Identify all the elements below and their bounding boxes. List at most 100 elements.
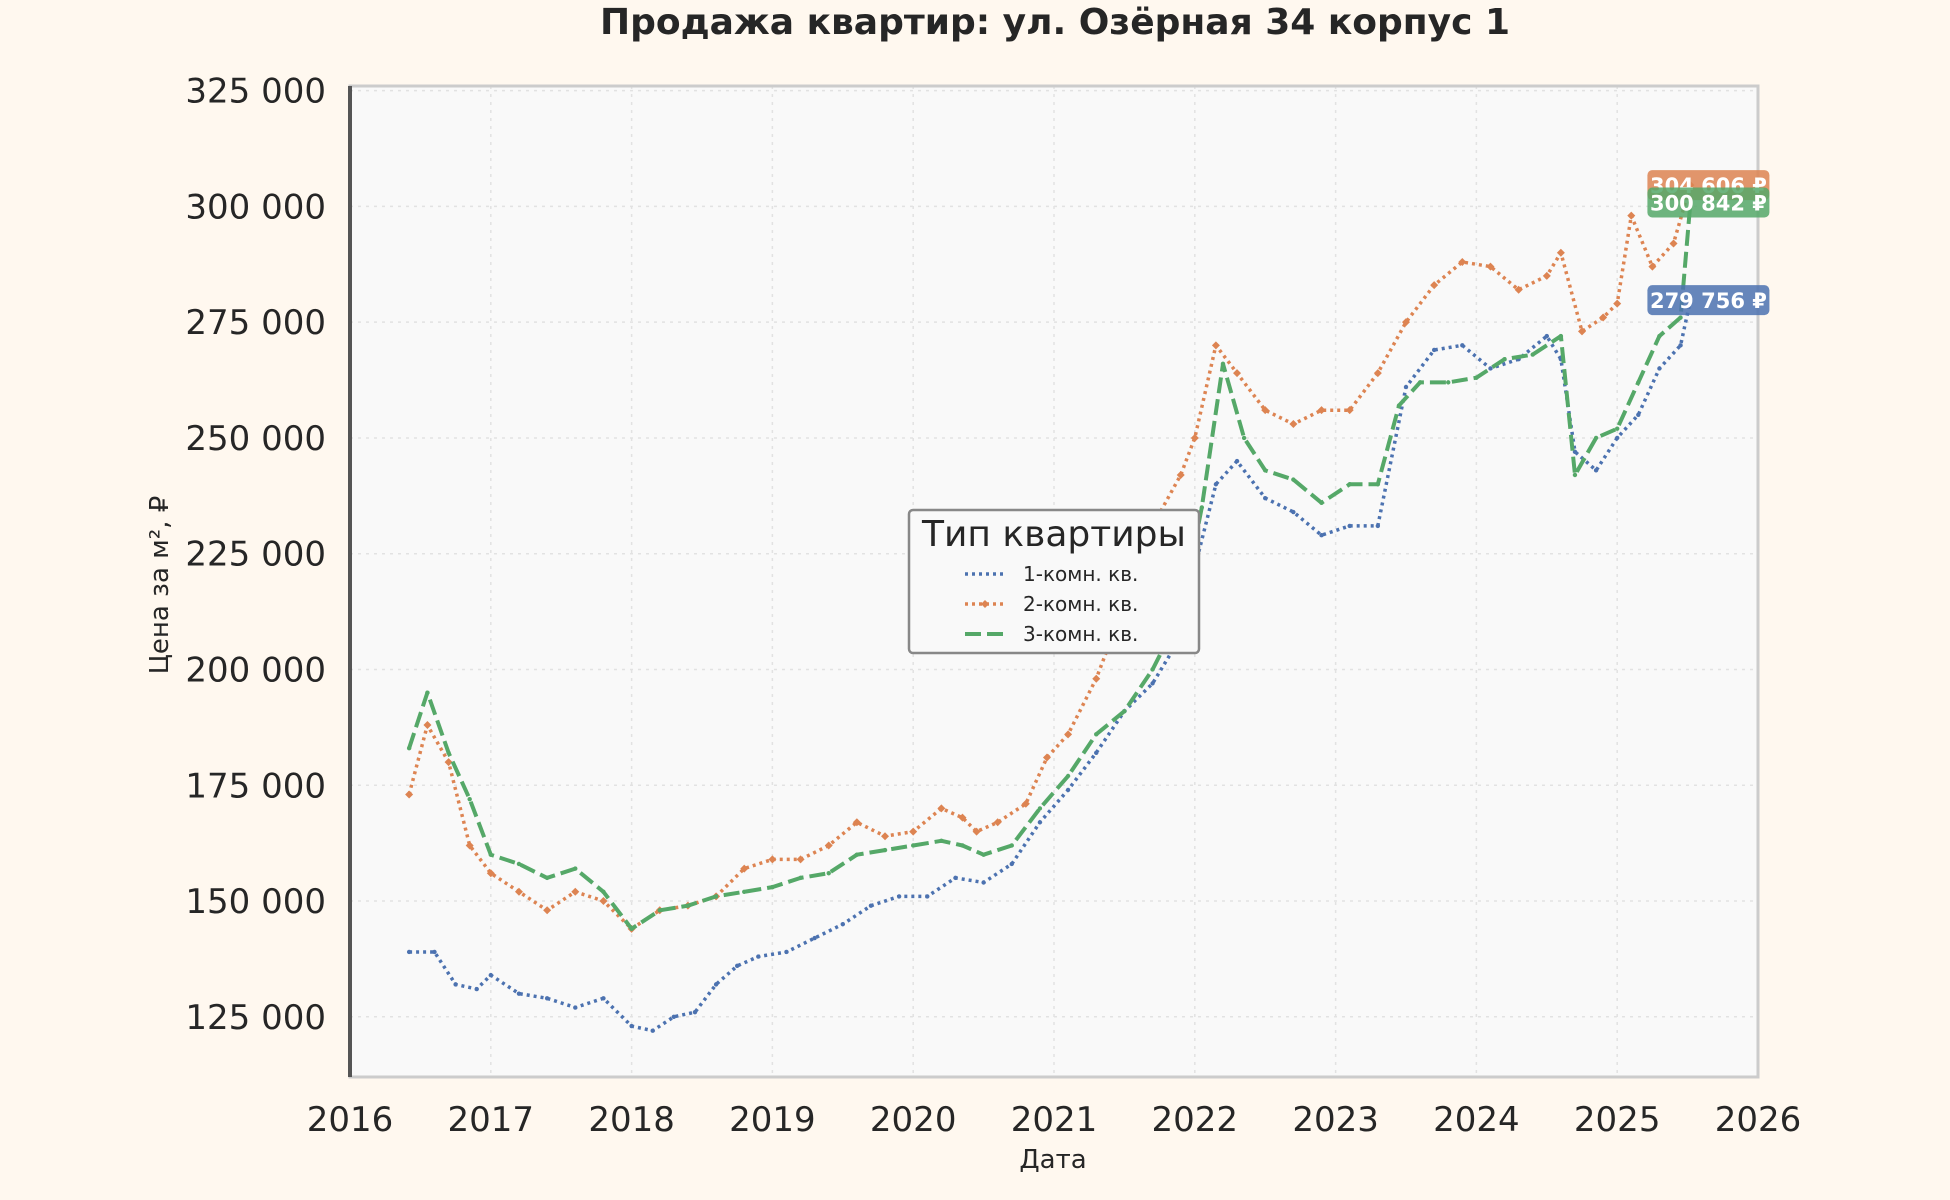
y-tick-label: 250 000	[185, 419, 326, 459]
y-tick-label: 125 000	[185, 998, 326, 1038]
data-point	[1530, 352, 1535, 357]
legend-label: 3-комн. кв.	[1023, 622, 1138, 646]
data-point	[1502, 357, 1507, 362]
data-point	[425, 690, 430, 695]
data-point	[601, 996, 606, 1001]
data-point	[1514, 285, 1523, 294]
series-line-2	[407, 184, 1693, 931]
data-point	[650, 1028, 655, 1033]
data-point	[1122, 708, 1127, 714]
data-point	[1678, 315, 1683, 320]
legend-item-1: 1-комн. кв.	[965, 562, 1138, 586]
end-label-3: 300 842 ₽	[1647, 187, 1770, 218]
data-point	[796, 855, 805, 864]
data-point	[599, 897, 608, 906]
data-point	[486, 869, 495, 878]
data-point	[1213, 482, 1219, 487]
data-point	[1556, 248, 1565, 257]
data-point	[756, 954, 761, 959]
x-axis-ticks: 2016 2017 2018 2019 2020 2021 2022 2023 2024 2025…	[307, 1100, 1802, 1140]
data-point	[405, 790, 414, 799]
data-point	[474, 986, 479, 992]
x-tick-label: 2016	[307, 1100, 394, 1140]
legend-box	[907, 508, 1201, 655]
data-point	[1544, 333, 1550, 339]
data-point	[1289, 420, 1298, 429]
y-axis-ticks: 125 000 150 000 175 000 200 000 225 000 250 0…	[185, 72, 326, 1038]
data-point	[1474, 375, 1479, 380]
data-point	[629, 1023, 634, 1029]
series-1	[406, 297, 1693, 1033]
data-point	[544, 875, 550, 881]
legend-label: 1-комн. кв.	[1023, 562, 1138, 586]
data-point	[543, 906, 552, 915]
data-point	[488, 972, 493, 978]
data-point	[896, 894, 902, 899]
y-axis-label: Цена за м², ₽	[145, 496, 175, 675]
data-point	[685, 903, 691, 908]
data-point	[446, 750, 451, 756]
y-tick-label: 275 000	[185, 303, 326, 343]
data-point	[1042, 753, 1051, 762]
data-point	[1627, 211, 1636, 220]
data-point	[1319, 532, 1324, 538]
data-point	[1199, 505, 1205, 510]
legend: Тип квартиры 1-комн. кв. 2-комн. кв. 3-ком…	[907, 508, 1201, 655]
y-tick-label: 175 000	[185, 766, 326, 806]
x-tick-label: 2019	[729, 1100, 816, 1140]
y-tick-label: 325 000	[185, 72, 326, 112]
data-point	[1648, 262, 1657, 271]
data-point	[953, 875, 958, 881]
data-point	[516, 991, 522, 996]
data-point	[1402, 318, 1410, 327]
series-line-3	[407, 202, 1693, 931]
data-point	[1488, 366, 1493, 371]
legend-item-2: 2-комн. кв.	[965, 592, 1138, 616]
x-tick-label: 2025	[1574, 1100, 1661, 1140]
data-point	[1375, 482, 1381, 487]
end-label-box	[1647, 285, 1770, 316]
data-point	[1636, 380, 1641, 385]
data-point	[1593, 435, 1599, 441]
x-tick-label: 2020	[870, 1100, 957, 1140]
data-point	[1657, 333, 1662, 339]
x-tick-label: 2022	[1152, 1100, 1239, 1140]
y-tick-label: 225 000	[185, 535, 326, 575]
data-point	[1373, 369, 1382, 378]
x-tick-label: 2017	[448, 1100, 535, 1140]
data-point	[742, 889, 747, 894]
x-tick-label: 2021	[1011, 1100, 1098, 1140]
data-point	[1009, 861, 1014, 867]
data-point	[911, 843, 916, 848]
x-tick-label: 2026	[1715, 1100, 1802, 1140]
x-tick-label: 2024	[1433, 1100, 1520, 1140]
data-point	[1037, 806, 1043, 811]
data-point	[981, 852, 986, 857]
data-point	[1065, 773, 1071, 779]
data-point	[1021, 799, 1030, 808]
x-tick-label: 2023	[1292, 1100, 1379, 1140]
data-point	[1486, 262, 1495, 271]
data-point	[601, 889, 606, 894]
data-point	[854, 852, 860, 857]
data-point	[406, 949, 412, 955]
data-point	[629, 926, 634, 932]
data-point	[868, 903, 874, 908]
data-point	[1345, 406, 1354, 415]
data-point	[1190, 433, 1199, 442]
end-value-labels: 279 756 ₽304 606 ₽300 842 ₽	[1647, 170, 1770, 316]
end-label-box	[1647, 187, 1770, 218]
data-point	[1572, 472, 1578, 478]
data-point	[544, 996, 550, 1001]
data-point	[514, 887, 523, 896]
data-point	[516, 861, 522, 867]
data-point	[1009, 843, 1014, 848]
data-point	[657, 908, 662, 913]
data-point	[960, 843, 965, 848]
data-point	[1593, 468, 1599, 473]
data-point	[1347, 523, 1352, 529]
data-point	[1417, 380, 1423, 385]
y-tick-label: 300 000	[185, 187, 326, 227]
data-point	[1613, 299, 1622, 308]
data-point	[1211, 341, 1220, 350]
